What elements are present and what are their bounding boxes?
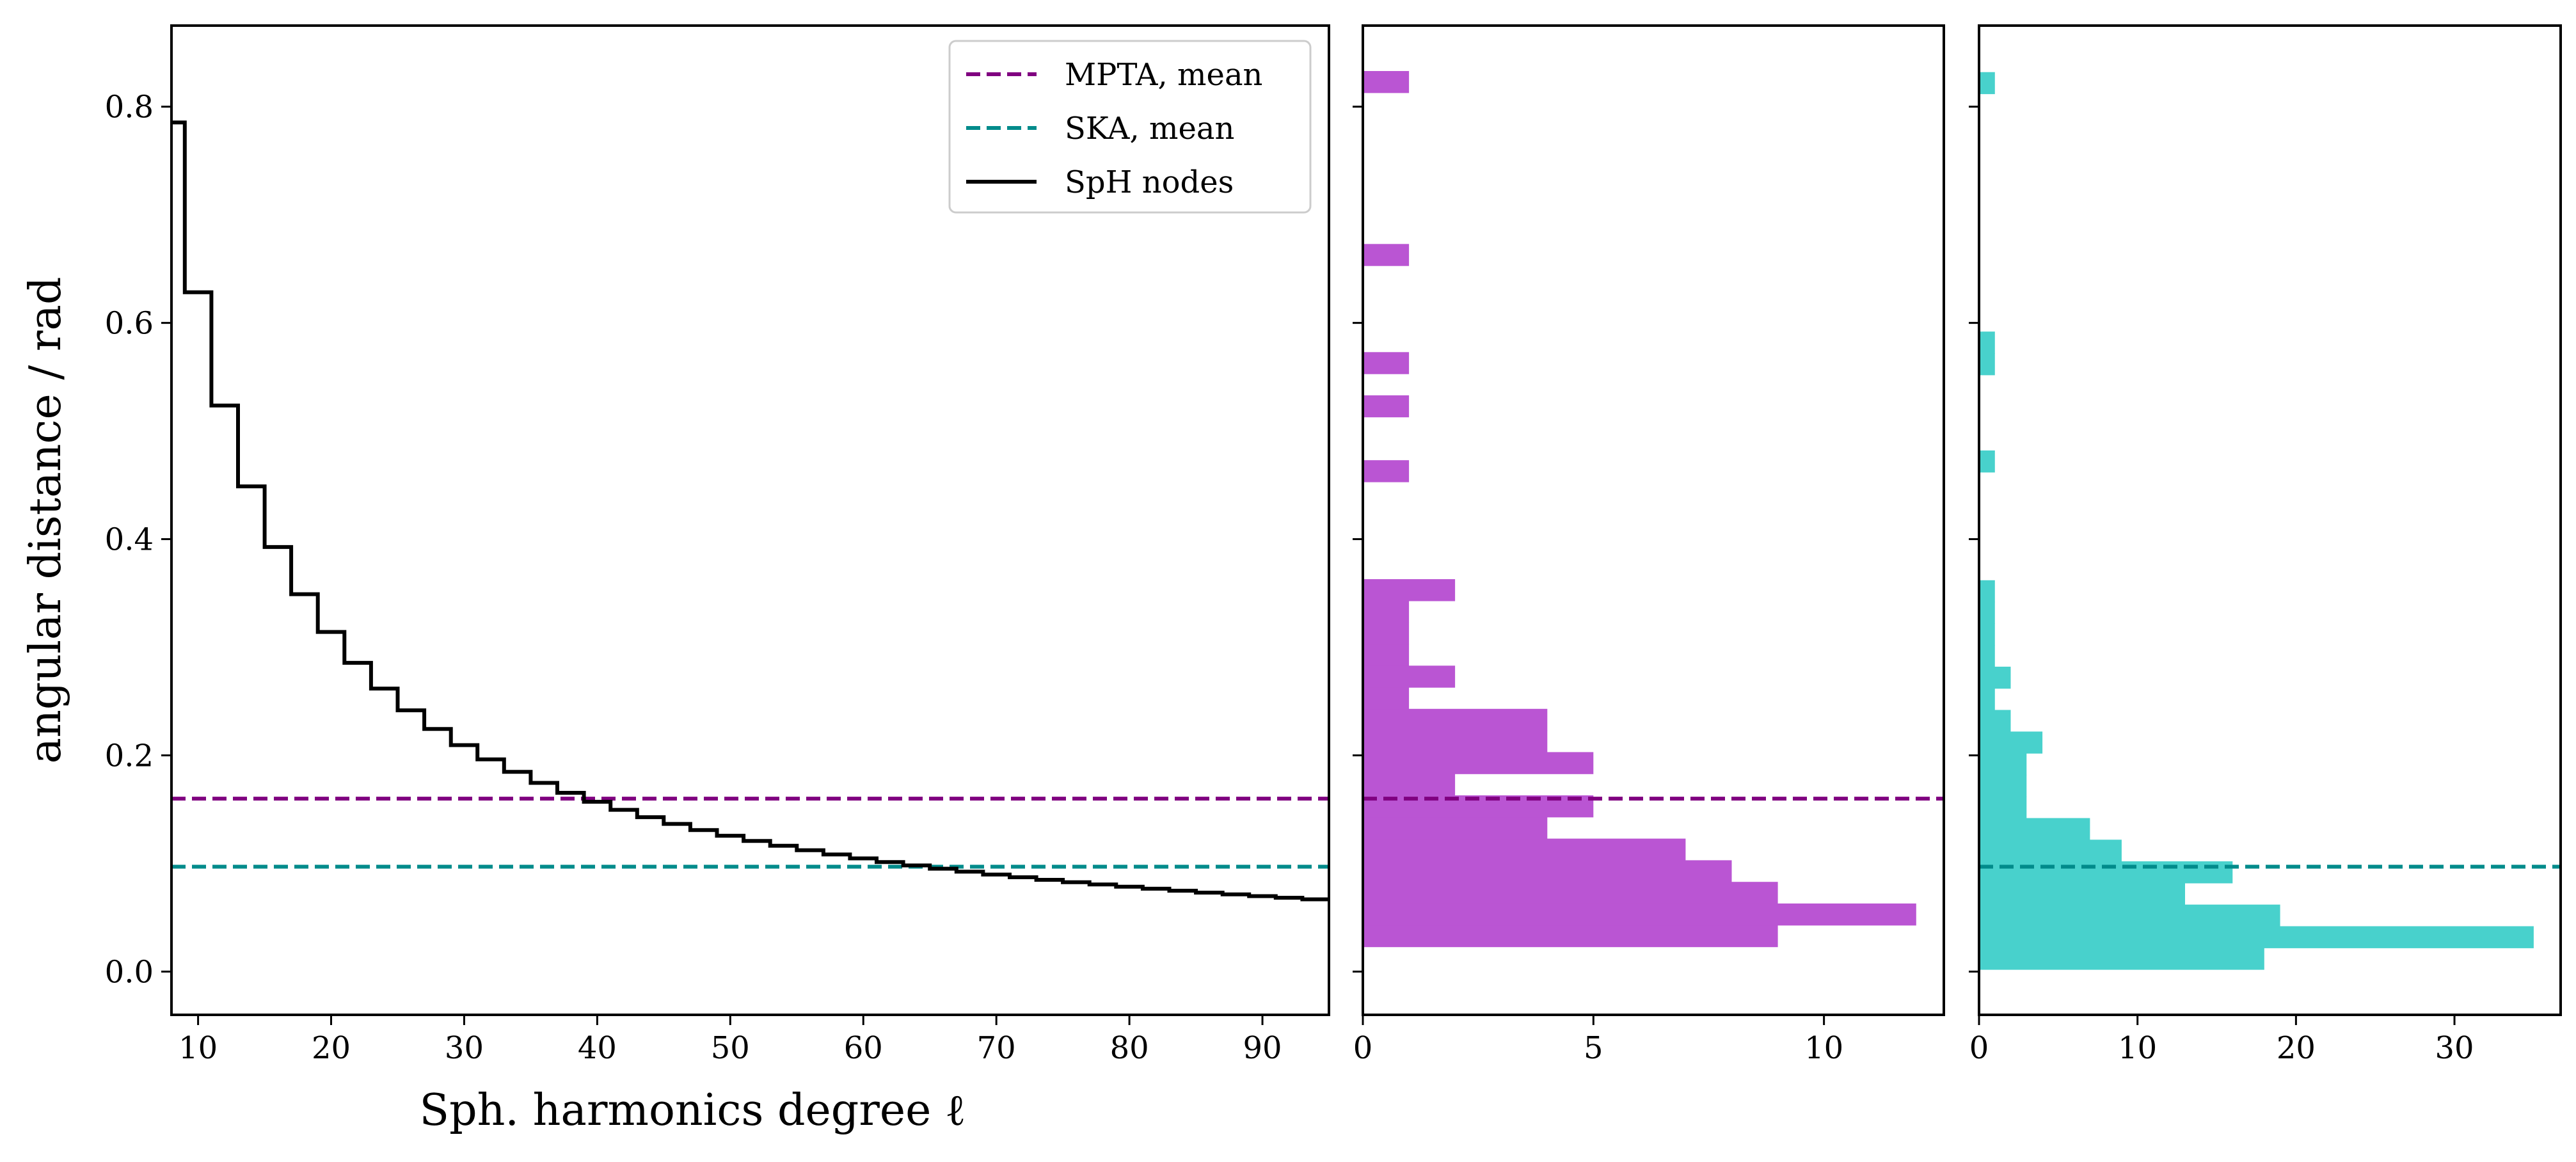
left-y-tick-label: 0.8 [105, 90, 154, 125]
left-axes-frame [170, 24, 1330, 1016]
ska-hist-bar [1979, 731, 2043, 754]
ska-hist-bar [1979, 688, 1995, 711]
ska-hist-x-tick-label: 30 [2435, 1030, 2474, 1066]
left-y-tick-label: 0.6 [105, 306, 154, 342]
left-x-tick-label: 60 [844, 1030, 883, 1066]
mpta-hist-axes-frame [1362, 24, 1945, 1016]
mpta-hist-bar [1363, 708, 1548, 731]
left-x-tick-label: 30 [445, 1030, 484, 1066]
ska-hist-bar [1979, 353, 1995, 376]
left-x-tick-label: 90 [1243, 1030, 1282, 1066]
mpta-hist-bar [1363, 71, 1410, 93]
ska-hist-axes-frame [1978, 24, 2562, 1016]
mpta-hist-bar [1363, 882, 1778, 904]
ska-hist-bar [1979, 840, 2122, 862]
left-x-tick-label: 40 [578, 1030, 617, 1066]
left-x-axis-label: Sph. harmonics degree ℓ [419, 1085, 966, 1136]
ska-hist-x-tick-label: 20 [2277, 1030, 2316, 1066]
mpta-hist-bar [1363, 816, 1548, 840]
sph-nodes-line [171, 120, 1329, 902]
ska-hist-bar [1979, 623, 1995, 646]
mpta-hist-x-tick-label: 0 [1353, 1030, 1373, 1066]
mpta-hist-bar [1363, 622, 1410, 645]
ska-hist-bar [1979, 580, 1995, 603]
ska-hist-bar [1979, 72, 1995, 95]
mpta-histogram-panel: 0 5 10 [1353, 24, 1945, 1066]
left-x-tick-label: 70 [977, 1030, 1016, 1066]
ska-hist-bar [1979, 882, 2185, 905]
ska-hist-bar [1979, 331, 1995, 354]
mpta-hist-bar [1363, 774, 1456, 796]
left-y-axis-label: angular distance / rad [20, 277, 71, 764]
left-x-tick-label: 80 [1110, 1030, 1149, 1066]
ska-hist-bar [1979, 645, 1995, 667]
ska-hist-bar [1979, 861, 2233, 884]
mpta-hist-bar [1363, 395, 1410, 418]
mpta-hist-bar [1363, 925, 1778, 948]
legend-entry-2: SKA, mean [1065, 111, 1234, 147]
ska-hist-bar [1979, 796, 2027, 819]
ska-hist-bar [1979, 774, 2027, 797]
legend: MPTA, mean SKA, mean SpH nodes [948, 40, 1312, 214]
legend-box [948, 40, 1312, 214]
ska-hist-bar [1979, 601, 1995, 624]
ska-histogram-panel: 0 10 20 30 [1969, 24, 2562, 1066]
left-panel: 10 20 30 40 50 60 70 80 90 0.0 0.2 0.4 0.6 0.8 Sph. ha… [20, 24, 1330, 1136]
left-y-tick-label: 0.2 [105, 738, 154, 774]
left-x-tick-label: 20 [312, 1030, 351, 1066]
ska-hist-x-tick-label: 0 [1969, 1030, 1989, 1066]
ska-hist-bar [1979, 948, 2264, 970]
mpta-hist-bar [1363, 860, 1732, 882]
ska-hist-bar [1979, 904, 2280, 927]
ska-hist-bar [1979, 666, 2011, 689]
mpta-hist-bar [1363, 244, 1410, 266]
left-plot-area [171, 120, 1329, 902]
mpta-hist-bar [1363, 903, 1916, 926]
ska-hist-bar [1979, 450, 1995, 473]
mpta-hist-bar [1363, 730, 1548, 752]
legend-entry-1: MPTA, mean [1065, 57, 1262, 93]
mpta-hist-bar [1363, 752, 1594, 774]
ska-hist-bar [1979, 926, 2534, 948]
mpta-hist-bar [1363, 838, 1686, 861]
ska-hist-bar [1979, 753, 2027, 776]
ska-hist-x-tick-label: 10 [2118, 1030, 2157, 1066]
mpta-hist-bar [1363, 352, 1410, 374]
ska-hist-bar [1979, 818, 2090, 840]
mpta-hist-x-tick-label: 5 [1584, 1030, 1603, 1066]
mpta-hist-bar [1363, 579, 1456, 601]
left-y-tick-label: 0.0 [105, 954, 154, 990]
mpta-hist-bar [1363, 600, 1410, 623]
mpta-hist-bar [1363, 687, 1410, 710]
ska-hist-bar [1979, 710, 2011, 732]
mpta-hist-x-tick-label: 10 [1804, 1030, 1843, 1066]
mpta-hist-bar [1363, 644, 1410, 666]
legend-entry-3: SpH nodes [1065, 164, 1234, 200]
mpta-hist-bar [1363, 460, 1410, 482]
left-x-tick-label: 10 [179, 1030, 218, 1066]
mpta-hist-bar [1363, 665, 1456, 688]
left-x-tick-label: 50 [711, 1030, 750, 1066]
left-y-tick-label: 0.4 [105, 522, 154, 558]
